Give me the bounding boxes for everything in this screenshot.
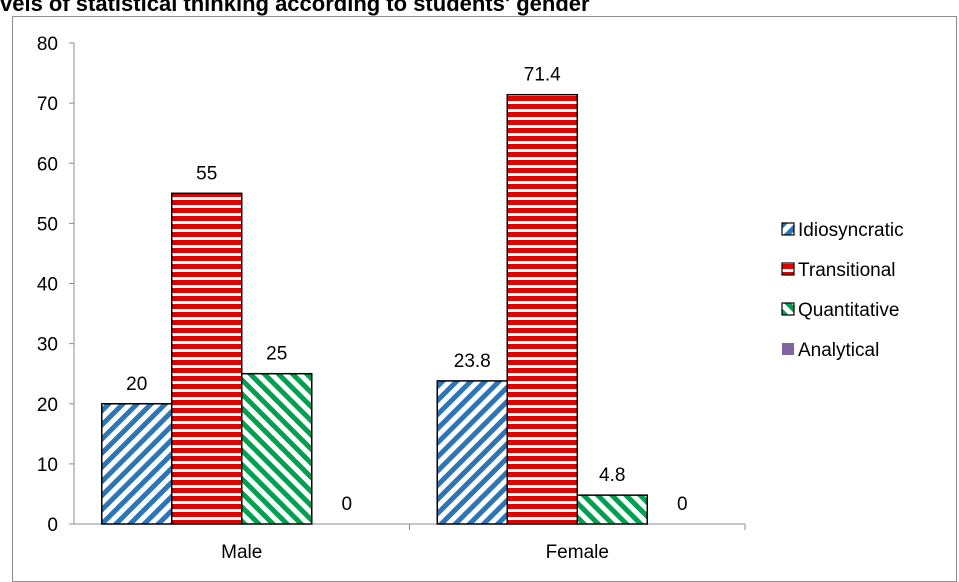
bar-idiosyncratic-male: [101, 403, 173, 525]
legend-swatch-quantitative: [781, 302, 795, 316]
data-label: 0: [341, 494, 352, 515]
data-label: 55: [196, 163, 217, 184]
legend-swatch-analytical: [782, 343, 794, 355]
legend-swatch-transitional: [781, 262, 795, 276]
data-label: 23.8: [454, 351, 491, 372]
x-tick-label: Male: [221, 542, 262, 563]
y-tick-label: 80: [37, 34, 58, 55]
legend-swatch-idiosyncratic: [781, 222, 795, 236]
y-tick-label: 50: [37, 214, 58, 235]
y-tick-label: 10: [37, 455, 58, 476]
chart-title: vels of statistical thinking according t…: [0, 0, 590, 16]
y-tick-label: 20: [37, 395, 58, 416]
data-label: 20: [126, 374, 147, 395]
y-tick-label: 60: [37, 154, 58, 175]
legend-label-idiosyncratic: Idiosyncratic: [798, 220, 904, 241]
bar-idiosyncratic-female: [436, 380, 508, 525]
y-tick-label: 40: [37, 275, 58, 296]
data-label: 71.4: [524, 65, 561, 86]
bar-quantitative-female: [576, 494, 648, 525]
legend-label-quantitative: Quantitative: [798, 300, 899, 321]
bar-transitional-male: [171, 192, 243, 525]
x-tick-label: Female: [546, 542, 609, 563]
data-label: 25: [266, 344, 287, 365]
bar-quantitative-male: [241, 372, 313, 525]
y-tick-label: 70: [37, 94, 58, 115]
y-tick-label: 30: [37, 335, 58, 356]
data-label: 4.8: [599, 465, 625, 486]
legend-label-transitional: Transitional: [798, 260, 896, 281]
data-label: 0: [677, 494, 688, 515]
y-tick-label: 0: [47, 515, 58, 536]
legend-label-analytical: Analytical: [798, 340, 879, 361]
bar-transitional-female: [506, 93, 578, 525]
